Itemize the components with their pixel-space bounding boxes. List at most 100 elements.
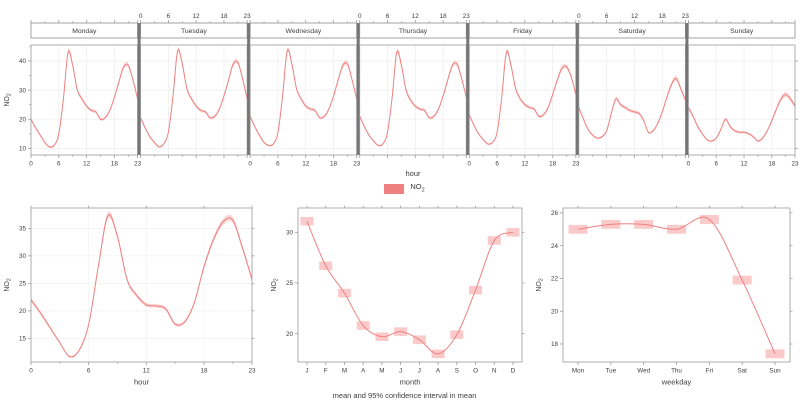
x-tick-label: 0 <box>29 368 33 375</box>
curve-line <box>140 49 248 148</box>
y-tick-label: 24 <box>551 243 559 250</box>
weekday-panel: Mon Tue Wed Thu Fri Sat Sun 18 20 22 24 26 NO2 weekda… <box>536 205 793 387</box>
day-strip <box>688 22 796 39</box>
y-tick-label: 25 <box>286 280 294 287</box>
x-tick-label: J <box>399 368 402 375</box>
panel-separator <box>356 23 360 155</box>
hour-panel: 0 6 12 18 23 15 20 25 30 35 NO2 hour <box>4 205 256 387</box>
y-tick-label: 20 <box>286 331 294 338</box>
ci-ribbon <box>31 211 252 358</box>
x-tick-label: S <box>455 368 459 375</box>
caption: mean and 95% confidence interval in mean <box>332 391 477 400</box>
x-axis-title: weekday <box>661 378 692 387</box>
x-tick-label: N <box>492 368 497 375</box>
curve-line <box>578 77 686 139</box>
x-tick-label-top: 23 <box>463 13 471 20</box>
x-tick-label: 18 <box>768 161 776 168</box>
y-tick-label: 20 <box>551 308 559 315</box>
x-tick-label: 0 <box>468 161 472 168</box>
day-strip-label: Wednesday <box>286 28 322 35</box>
x-tick-label: J <box>305 368 308 375</box>
x-tick-label: Sat <box>737 368 747 375</box>
y-tick-label: 18 <box>551 341 559 348</box>
y-tick-label: 26 <box>551 210 559 217</box>
day-panel: Sunday 0 6 12 18 23 <box>687 20 799 168</box>
x-tick-label-top: 23 <box>244 13 252 20</box>
x-tick-label: Fri <box>706 368 713 375</box>
y-tick-label: 25 <box>19 281 27 288</box>
y-tick-label: 30 <box>286 230 294 237</box>
panel-border <box>30 207 253 363</box>
x-tick-label-top: 18 <box>220 13 228 20</box>
panel-separator <box>137 23 141 155</box>
day-strip-label: Thursday <box>399 28 428 35</box>
x-tick-label: 0 <box>687 161 691 168</box>
x-tick-label: Wed <box>637 368 650 375</box>
ci-ribbon <box>140 46 248 148</box>
curve-line <box>687 93 796 142</box>
day-strip-label: Tuesday <box>181 28 207 35</box>
panel-separator <box>575 23 579 155</box>
x-axis-title: month <box>400 378 421 387</box>
ci-ribbon <box>688 91 795 142</box>
x-tick-label: J <box>418 368 421 375</box>
x-tick-label: 23 <box>572 161 580 168</box>
x-tick-label: D <box>511 368 516 375</box>
y-axis-label: NO2 <box>536 278 545 292</box>
legend-label: NO2 <box>410 182 424 196</box>
x-tick-label-top: 6 <box>605 13 609 20</box>
x-tick-label: Thu <box>671 368 682 375</box>
x-axis-title: hour <box>134 378 150 387</box>
x-tick-label: 23 <box>134 161 142 168</box>
legend-label-sub: 2 <box>421 187 425 194</box>
day-panel: Saturday 0 6 12 18 23 <box>577 13 689 158</box>
curve-line <box>249 49 358 147</box>
x-tick-label: A <box>436 368 441 375</box>
curve-line <box>30 214 253 358</box>
x-tick-label: Tue <box>606 368 617 375</box>
panel-border <box>578 44 686 156</box>
panel-border <box>359 44 467 156</box>
panel-separator <box>685 23 689 155</box>
x-tick-label: 12 <box>302 161 310 168</box>
x-tick-label-top: 12 <box>631 13 639 20</box>
x-tick-label: 6 <box>495 161 499 168</box>
panel-separator <box>247 23 251 155</box>
x-tick-label: 12 <box>143 368 151 375</box>
curve-line <box>306 220 514 355</box>
x-tick-label: 6 <box>714 161 718 168</box>
top-y-axis-label: NO2 <box>4 93 13 107</box>
day-panel: Friday 0 6 12 18 23 <box>468 20 580 168</box>
day-strip-label: Friday <box>513 28 532 35</box>
day-hour-chart: Monday 0 6 12 18 23 Tuesday 0 6 12 18 23 Wednesday 0 6… <box>4 13 799 178</box>
top-chart-svg: Monday 0 6 12 18 23 Tuesday 0 6 12 18 23 Wednesday 0 6… <box>4 13 799 178</box>
day-strip-label: Sunday <box>730 28 754 35</box>
day-panel: Tuesday 0 6 12 18 23 <box>139 13 251 158</box>
ci-ribbon <box>250 46 357 147</box>
curve-line <box>359 50 467 147</box>
curve-line <box>30 50 139 148</box>
y-tick-label: 40 <box>19 58 27 65</box>
x-tick-label-top: 6 <box>386 13 390 20</box>
day-strip <box>578 22 686 39</box>
x-tick-label-top: 12 <box>193 13 201 20</box>
panel-border <box>688 44 796 156</box>
x-tick-label: M <box>342 368 347 375</box>
y-tick-label: 20 <box>19 308 27 315</box>
panel-border <box>30 44 138 156</box>
y-tick-label: 15 <box>19 336 27 343</box>
x-tick-label-top: 18 <box>659 13 667 20</box>
day-strip-label: Saturday <box>619 28 647 35</box>
y-tick-label: 30 <box>19 87 27 94</box>
y-tick-label: 22 <box>551 276 559 283</box>
x-tick-label: A <box>361 368 366 375</box>
x-tick-label: 6 <box>87 368 91 375</box>
x-tick-label: 18 <box>111 161 119 168</box>
x-tick-label-top: 0 <box>358 13 362 20</box>
day-strip-label: Monday <box>72 28 97 35</box>
x-tick-label-top: 12 <box>412 13 420 20</box>
ci-ribbon <box>469 48 576 146</box>
y-axis-label: NO2 <box>4 278 13 292</box>
ci-box <box>506 228 520 237</box>
